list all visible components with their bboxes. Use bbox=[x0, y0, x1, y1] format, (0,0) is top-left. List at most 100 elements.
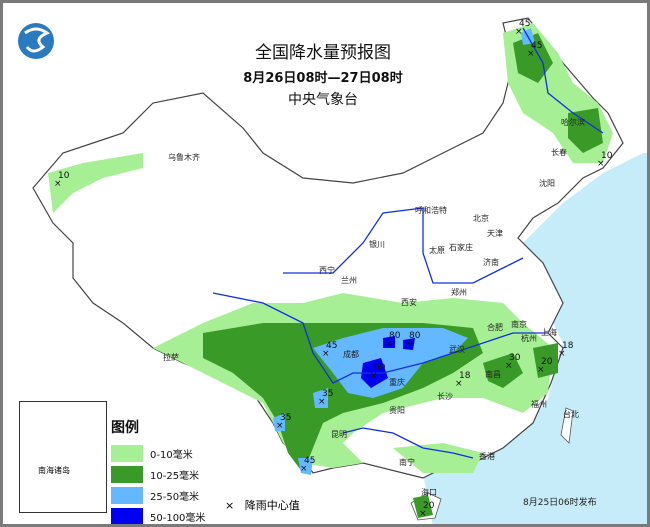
legend-item: 25-50毫米 bbox=[111, 485, 205, 506]
taiwan bbox=[560, 407, 574, 444]
rain-center-legend: × 降雨中心值 bbox=[225, 497, 300, 513]
city-label: 西宁 bbox=[319, 265, 335, 275]
legend-item: 50-100毫米 bbox=[111, 506, 206, 524]
rain-center-value: 45 bbox=[304, 456, 315, 466]
cross-icon: × bbox=[225, 499, 235, 512]
rain-center-value: 35 bbox=[322, 389, 333, 399]
city-label: 南京 bbox=[511, 319, 527, 329]
legend-item: 10-25毫米 bbox=[111, 464, 205, 485]
rain-center-value: 10 bbox=[601, 151, 613, 161]
legend-label: 25-50毫米 bbox=[150, 492, 200, 503]
rain-center-value: 10 bbox=[58, 171, 70, 181]
city-label: 上海 bbox=[541, 327, 557, 337]
rain-center-label: 降雨中心值 bbox=[244, 499, 300, 512]
rain-center-value: 80 bbox=[389, 331, 401, 341]
rain-center-value: 35 bbox=[280, 413, 291, 423]
issuer: 中央气象台 bbox=[288, 92, 358, 108]
cross-icon: × bbox=[527, 49, 535, 59]
rain-25-50 bbox=[313, 328, 468, 398]
rain-center-value: 45 bbox=[326, 341, 337, 351]
cross-icon: × bbox=[405, 339, 413, 349]
city-label: 北京 bbox=[473, 213, 489, 223]
city-label: 天津 bbox=[487, 228, 503, 238]
rain-center-value: 18 bbox=[562, 341, 574, 351]
city-label: 济南 bbox=[483, 257, 499, 267]
cross-icon: × bbox=[419, 509, 427, 519]
legend-swatch bbox=[111, 487, 143, 504]
city-label: 长春 bbox=[551, 147, 567, 157]
rain-center-value: 20 bbox=[423, 501, 435, 511]
forecast-period: 8月26日08时—27日08时 bbox=[243, 71, 403, 86]
city-label: 西安 bbox=[401, 297, 417, 307]
cross-icon: × bbox=[370, 371, 378, 381]
cross-icon: × bbox=[385, 339, 393, 349]
city-label: 长沙 bbox=[437, 391, 453, 401]
pearl-river bbox=[342, 427, 474, 459]
cross-icon: × bbox=[455, 379, 463, 389]
rain-center-value: 20 bbox=[541, 357, 553, 367]
city-label: 兰州 bbox=[341, 275, 357, 285]
rain-0-10 bbox=[393, 443, 483, 473]
city-label: 乌鲁木齐 bbox=[168, 152, 200, 162]
cross-icon: × bbox=[537, 365, 545, 375]
city-label: 拉萨 bbox=[163, 352, 179, 362]
city-label: 石家庄 bbox=[449, 242, 473, 252]
city-label: 福州 bbox=[531, 400, 547, 409]
cross-icon: × bbox=[597, 159, 605, 169]
cross-icon: × bbox=[318, 397, 326, 407]
city-label: 香港 bbox=[479, 451, 495, 461]
city-label: 呼和浩特 bbox=[415, 205, 447, 215]
city-label: 杭州 bbox=[521, 333, 537, 343]
legend-label: 0-10毫米 bbox=[150, 450, 193, 461]
rain-center-value: 18 bbox=[459, 371, 471, 381]
city-label: 合肥 bbox=[487, 322, 503, 332]
city-label: 太原 bbox=[429, 245, 445, 255]
city-label: 沈阳 bbox=[539, 178, 555, 188]
city-label: 重庆 bbox=[389, 377, 405, 387]
yellow-river bbox=[283, 207, 524, 284]
cross-icon: × bbox=[558, 349, 566, 359]
rain-0-10 bbox=[48, 153, 143, 213]
legend-swatch bbox=[111, 445, 143, 462]
legend-title: 图例 bbox=[111, 420, 139, 436]
city-label: 银川 bbox=[369, 239, 385, 249]
legend-swatch bbox=[111, 508, 143, 524]
rain-10-25 bbox=[483, 343, 558, 388]
legend-label: 10-25毫米 bbox=[150, 471, 200, 482]
legend: 图例 0-10毫米 10-25毫米 25-50毫米 50-100毫米 bbox=[111, 417, 206, 524]
rain-50-100 bbox=[361, 336, 415, 388]
inset-label: 南海诸岛 bbox=[38, 466, 70, 475]
legend-item: 0-10毫米 bbox=[111, 443, 205, 464]
rain-center-value: 45 bbox=[519, 19, 530, 29]
rain-center-value: 45 bbox=[531, 41, 542, 51]
rain-10-25 bbox=[513, 33, 603, 153]
city-label: 哈尔滨 bbox=[561, 117, 585, 127]
publish-time: 8月25日06时发布 bbox=[523, 498, 597, 508]
cross-icon: × bbox=[322, 349, 330, 359]
cma-logo bbox=[18, 23, 54, 59]
city-label: 武汉 bbox=[449, 344, 465, 354]
sea bbox=[423, 153, 647, 524]
city-label: 南宁 bbox=[399, 457, 415, 467]
city-label: 郑州 bbox=[451, 287, 467, 297]
cross-icon: × bbox=[505, 361, 513, 371]
legend-swatch bbox=[111, 466, 143, 483]
cross-icon: × bbox=[300, 464, 308, 474]
south-china-sea-inset: 南海诸岛 bbox=[19, 401, 107, 513]
cross-icon: × bbox=[54, 179, 62, 189]
city-label: 海口 bbox=[421, 487, 437, 497]
rain-10-25 bbox=[413, 495, 433, 518]
yangtze-river bbox=[212, 292, 548, 384]
city-label: 成都 bbox=[343, 349, 359, 359]
rain-center-markers: ×45×45×10×10×45 ×80×80×90×35×35×45×18×30×… bbox=[54, 19, 613, 519]
city-label: 昆明 bbox=[331, 430, 347, 439]
cross-icon: × bbox=[276, 421, 284, 431]
city-label: 台北 bbox=[563, 409, 579, 419]
legend-label: 50-100毫米 bbox=[150, 513, 206, 524]
cross-icon: × bbox=[515, 27, 523, 37]
rain-center-value: 80 bbox=[409, 331, 421, 341]
map-title: 全国降水量预报图 bbox=[255, 43, 391, 63]
